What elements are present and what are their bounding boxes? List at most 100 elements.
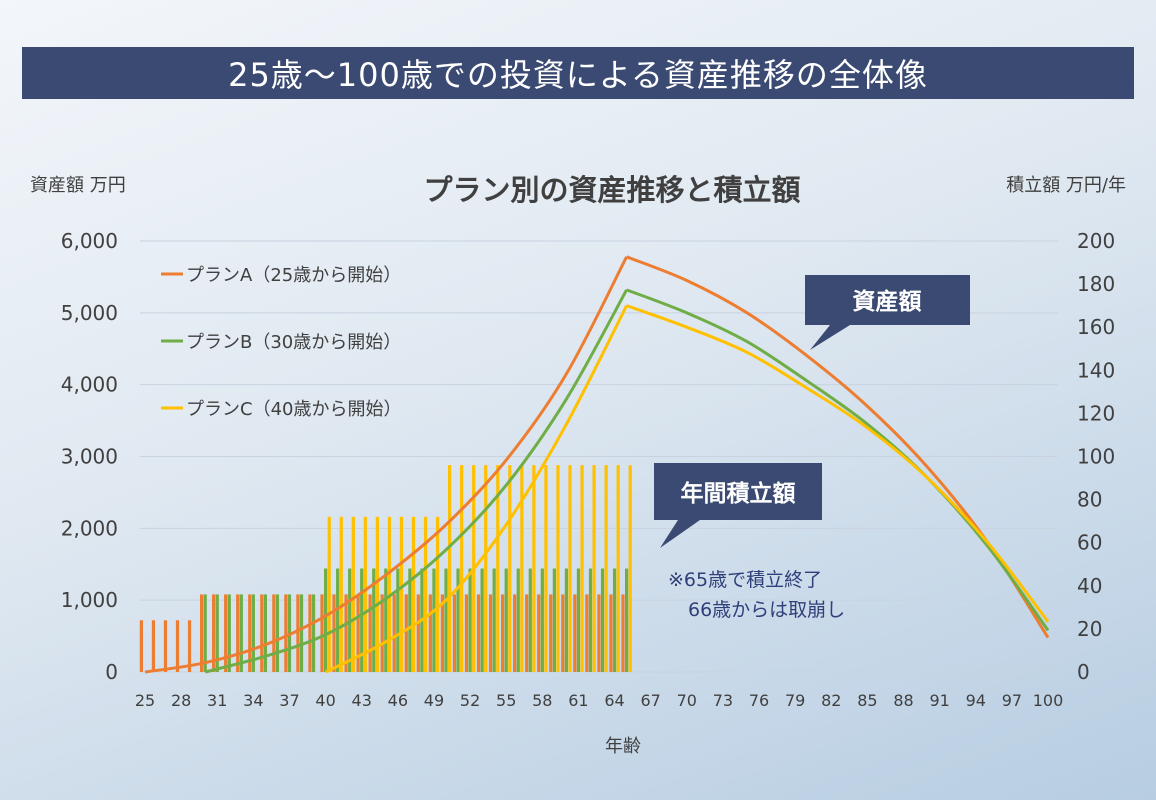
contribution-bar — [573, 594, 577, 672]
right-tick-label: 120 — [1077, 401, 1115, 425]
x-tick-label: 58 — [532, 691, 552, 710]
contribution-bar — [600, 568, 605, 672]
left-tick-label: 0 — [105, 660, 118, 684]
contribution-bar — [260, 594, 264, 672]
contribution-bar — [327, 516, 331, 672]
x-tick-label: 88 — [893, 691, 913, 710]
contribution-bar — [568, 465, 572, 672]
contribution-bar — [411, 516, 416, 672]
contribution-bar — [248, 594, 252, 672]
contribution-bar — [416, 594, 420, 672]
contribution-bar — [504, 568, 508, 672]
asset-callout-label: 資産額 — [853, 288, 922, 315]
contribution-bar — [528, 568, 532, 672]
contribution-bar — [484, 465, 488, 672]
contribution-bar — [320, 594, 324, 672]
legend: プランA（25歳から開始） プランB（30歳から開始） プランC（40歳から開始） — [161, 265, 401, 420]
x-axis-ticks: 25 28 31 34 37 40 43 46 49 52 55 58 61 64 67 70 73 76 79 82… — [135, 691, 1063, 710]
right-tick-label: 180 — [1077, 272, 1115, 296]
contribution-bar — [163, 620, 168, 672]
left-tick-label: 6,000 — [61, 229, 118, 253]
x-tick-label: 79 — [785, 691, 805, 710]
contribution-bar — [296, 594, 300, 672]
x-tick-label: 91 — [929, 691, 949, 710]
contribution-bar — [516, 568, 520, 672]
legend-label: プランC（40歳から開始） — [186, 399, 401, 420]
contribution-bar — [544, 465, 548, 672]
contribution-bar — [456, 568, 460, 672]
contribution-bar — [344, 594, 348, 672]
page-title-banner: 25歳〜100歳での投資による資産推移の全体像 — [22, 47, 1134, 99]
contribution-bar — [488, 594, 493, 672]
contribution-bar — [556, 465, 560, 672]
contribution-bar — [609, 594, 613, 672]
note-line-1: ※65歳で積立終了 — [668, 569, 822, 591]
contribution-bar — [440, 594, 444, 672]
left-axis-ticks: 0 1,000 2,000 3,000 4,000 5,000 6,000 — [61, 229, 118, 684]
contribution-bar — [444, 568, 448, 672]
contribution-bar — [263, 594, 267, 672]
contribution-bar — [496, 465, 500, 672]
contribution-bar — [396, 568, 400, 672]
left-tick-label: 3,000 — [61, 445, 118, 469]
contribution-bar — [428, 594, 432, 672]
contribution-bar — [625, 568, 629, 672]
contribution-bar — [549, 594, 553, 672]
contribution-bar — [480, 568, 484, 672]
right-axis-label: 積立額 万円/年 — [1006, 175, 1126, 196]
right-tick-label: 200 — [1077, 229, 1115, 253]
contribution-bar — [404, 594, 408, 672]
contribution-bar — [532, 465, 536, 672]
contribution-bar — [175, 620, 180, 672]
x-tick-label: 49 — [424, 691, 444, 710]
contribution-bar — [368, 594, 372, 672]
note-line-2: 66歳からは取崩し — [688, 599, 845, 621]
contribution-bar — [384, 568, 388, 672]
x-tick-label: 52 — [460, 691, 480, 710]
x-tick-label: 85 — [857, 691, 877, 710]
asset-line — [626, 288, 1050, 632]
x-tick-label: 82 — [821, 691, 841, 710]
contribution-bar — [356, 594, 360, 672]
x-tick-label: 37 — [279, 691, 299, 710]
contribution-bar — [239, 594, 243, 672]
x-tick-label: 100 — [1033, 691, 1064, 710]
asset-line — [204, 289, 628, 674]
legend-label: プランB（30歳から開始） — [186, 332, 401, 353]
contribution-bar — [284, 594, 288, 672]
legend-label: プランA（25歳から開始） — [186, 265, 401, 286]
contribution-bar — [580, 465, 584, 672]
contribution-bar — [380, 594, 384, 672]
asset-line — [144, 256, 628, 674]
contribution-bar — [215, 594, 219, 672]
x-tick-label: 70 — [677, 691, 697, 710]
left-tick-label: 4,000 — [61, 373, 118, 397]
contribution-bar — [339, 516, 343, 672]
x-tick-label: 46 — [388, 691, 408, 710]
contribution-bar — [363, 516, 367, 672]
contribution-bar — [452, 594, 457, 672]
x-tick-label: 64 — [604, 691, 624, 710]
contribution-bar — [423, 516, 428, 672]
contribution-bar — [375, 516, 379, 672]
contribution-bar — [588, 568, 593, 672]
contribution-bar — [520, 465, 524, 672]
contribution-bar — [360, 568, 364, 672]
contribution-bar — [628, 465, 632, 672]
right-axis-ticks: 0 20 40 60 80 100 120 140 160 180 200 — [1077, 229, 1115, 684]
contribution-bar — [275, 594, 280, 672]
contribution-bar — [336, 568, 340, 672]
contribution-callout: 年間積立額 — [654, 463, 822, 548]
contribution-bar — [299, 594, 304, 672]
contribution-bar — [604, 465, 608, 672]
x-tick-label: 61 — [568, 691, 588, 710]
x-tick-label: 73 — [713, 691, 733, 710]
x-tick-label: 97 — [1002, 691, 1022, 710]
contribution-bar — [224, 594, 228, 672]
left-tick-label: 5,000 — [61, 301, 118, 325]
contribution-bar — [576, 568, 581, 672]
contribution-bar — [324, 568, 328, 672]
contribution-bar — [464, 594, 469, 672]
left-tick-label: 1,000 — [61, 588, 118, 612]
